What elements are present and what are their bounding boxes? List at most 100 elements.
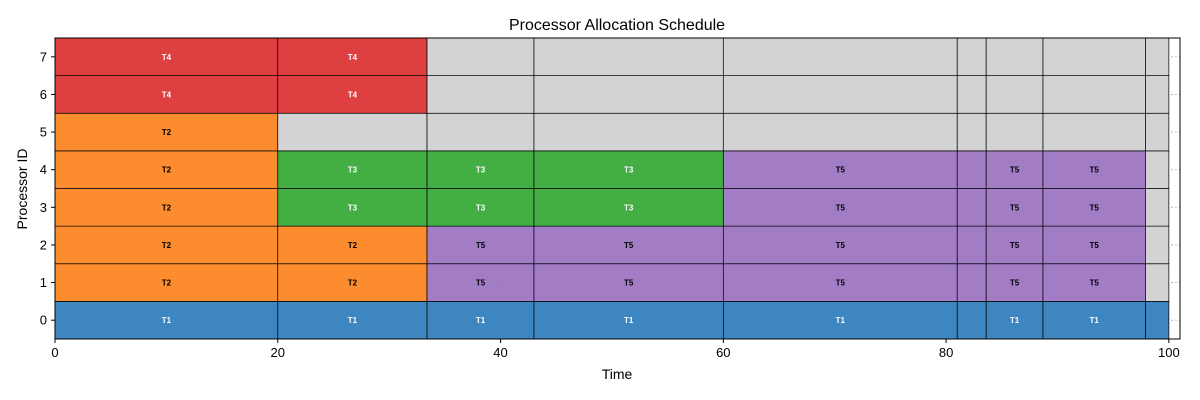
segment-p6-idle bbox=[426, 75, 535, 114]
segment-label: T5 bbox=[1090, 279, 1100, 288]
segment-label: T5 bbox=[1010, 241, 1020, 250]
x-tick-label: 40 bbox=[493, 345, 507, 360]
segment-label: T1 bbox=[1010, 316, 1020, 325]
segment-p0-t1 bbox=[426, 301, 535, 340]
segment-label: T2 bbox=[162, 241, 172, 250]
segment-p6-idle bbox=[956, 75, 987, 114]
segment-label: T4 bbox=[162, 90, 172, 99]
segment-p2-t5 bbox=[426, 225, 535, 265]
segment-label: T2 bbox=[162, 128, 172, 137]
x-axis-ticks: 0 20 40 60 80 100 bbox=[51, 339, 1180, 360]
segment-label: T3 bbox=[348, 203, 358, 212]
segment-p3-t5 bbox=[722, 188, 958, 227]
segment-label: T5 bbox=[1090, 241, 1100, 250]
segment-label: T3 bbox=[624, 166, 634, 175]
segment-label: T5 bbox=[624, 279, 634, 288]
segment-label: T1 bbox=[624, 316, 634, 325]
segment-p4-t5 bbox=[1042, 150, 1146, 189]
segment-p7-idle bbox=[1145, 37, 1170, 76]
segment-p2-t5 bbox=[722, 225, 958, 265]
segment-p4-t5 bbox=[722, 150, 958, 189]
y-axis-label: Processor ID bbox=[14, 149, 30, 230]
segment-label: T5 bbox=[836, 166, 846, 175]
segment-p5-idle bbox=[956, 112, 987, 152]
segment-label: T1 bbox=[162, 316, 172, 325]
segment-label: T2 bbox=[162, 203, 172, 212]
segment-p6-idle bbox=[1042, 75, 1146, 114]
segment-p5-idle bbox=[277, 112, 428, 152]
x-tick-label: 80 bbox=[939, 345, 953, 360]
segment-p5-idle bbox=[1042, 112, 1146, 152]
segment-label: T4 bbox=[348, 53, 358, 62]
segment-p6-idle bbox=[985, 75, 1044, 114]
segment-p5-idle bbox=[985, 112, 1044, 152]
segment-p7-idle bbox=[1042, 37, 1146, 76]
segment-p5-t2 bbox=[54, 112, 279, 152]
segment-label: T5 bbox=[836, 203, 846, 212]
segment-p0-t1 bbox=[533, 301, 724, 340]
segment-label: T2 bbox=[162, 279, 172, 288]
segment-p3-t3 bbox=[277, 188, 428, 227]
segment-p2-t5 bbox=[985, 225, 1044, 265]
segment-p1-idle bbox=[1145, 263, 1170, 302]
plot-frame bbox=[54, 37, 1181, 340]
y-tick-label: 7 bbox=[40, 49, 47, 64]
segment-p1-t5 bbox=[1042, 263, 1146, 302]
segment-p5-idle bbox=[722, 112, 958, 152]
segment-p3-t3 bbox=[533, 188, 724, 227]
segment-p7-idle bbox=[722, 37, 958, 76]
segment-p2-t2 bbox=[54, 225, 279, 265]
y-axis-ticks: 0 1 2 3 4 5 6 7 bbox=[40, 49, 55, 328]
segment-p2-idle bbox=[1145, 225, 1170, 265]
segment-label: T4 bbox=[162, 53, 172, 62]
segment-label: T5 bbox=[836, 279, 846, 288]
segment-label: T1 bbox=[836, 316, 846, 325]
segment-label: T5 bbox=[476, 279, 486, 288]
segment-p0-t1 bbox=[956, 301, 987, 340]
segment-p0-t1 bbox=[985, 301, 1044, 340]
segment-p4-t3 bbox=[426, 150, 535, 189]
segment-p7-idle bbox=[533, 37, 724, 76]
y-tick-label: 0 bbox=[40, 313, 47, 328]
segment-label: T3 bbox=[624, 203, 634, 212]
segment-label: T5 bbox=[1010, 166, 1020, 175]
segment-label: T5 bbox=[1090, 203, 1100, 212]
segment-p2-t5 bbox=[533, 225, 724, 265]
segment-p5-idle bbox=[1145, 112, 1170, 152]
segment-p4-t5 bbox=[956, 150, 987, 189]
chart-title: Processor Allocation Schedule bbox=[509, 17, 725, 34]
segment-p0-t1 bbox=[722, 301, 958, 340]
segment-label: T5 bbox=[1010, 279, 1020, 288]
x-tick-label: 0 bbox=[51, 345, 58, 360]
segment-p4-idle bbox=[1145, 150, 1170, 189]
segment-p2-t2 bbox=[277, 225, 428, 265]
segment-label: T2 bbox=[162, 166, 172, 175]
segment-p3-t3 bbox=[426, 188, 535, 227]
y-tick-label: 5 bbox=[40, 125, 47, 140]
segment-label: T5 bbox=[624, 241, 634, 250]
segment-p1-t5 bbox=[722, 263, 958, 302]
segment-p1-t5 bbox=[956, 263, 987, 302]
segment-p4-t2 bbox=[54, 150, 279, 189]
y-tick-label: 3 bbox=[40, 200, 47, 215]
segment-label: T5 bbox=[1090, 166, 1100, 175]
segment-p4-t3 bbox=[277, 150, 428, 189]
segment-p1-t5 bbox=[985, 263, 1044, 302]
segment-labels-layer: T1 T1 T1 T1 T1 T1 T1 T2 T2 T5 T5 T5 T5 T5 T2 T2 T5 T5 T5 T5… bbox=[162, 53, 1100, 325]
segment-p6-idle bbox=[533, 75, 724, 114]
x-tick-label: 60 bbox=[716, 345, 730, 360]
x-tick-label: 20 bbox=[271, 345, 285, 360]
segment-p7-idle bbox=[426, 37, 535, 76]
segment-label: T2 bbox=[348, 279, 358, 288]
y-tick-label: 4 bbox=[40, 162, 47, 177]
segment-p7-idle bbox=[956, 37, 987, 76]
segment-p6-t4 bbox=[277, 75, 428, 114]
segment-label: T3 bbox=[476, 166, 486, 175]
segment-p2-t5 bbox=[1042, 225, 1146, 265]
y-tick-label: 6 bbox=[40, 87, 47, 102]
y-tick-label: 2 bbox=[40, 237, 47, 252]
segment-p6-idle bbox=[722, 75, 958, 114]
segment-label: T5 bbox=[476, 241, 486, 250]
x-tick-label: 100 bbox=[1158, 345, 1180, 360]
